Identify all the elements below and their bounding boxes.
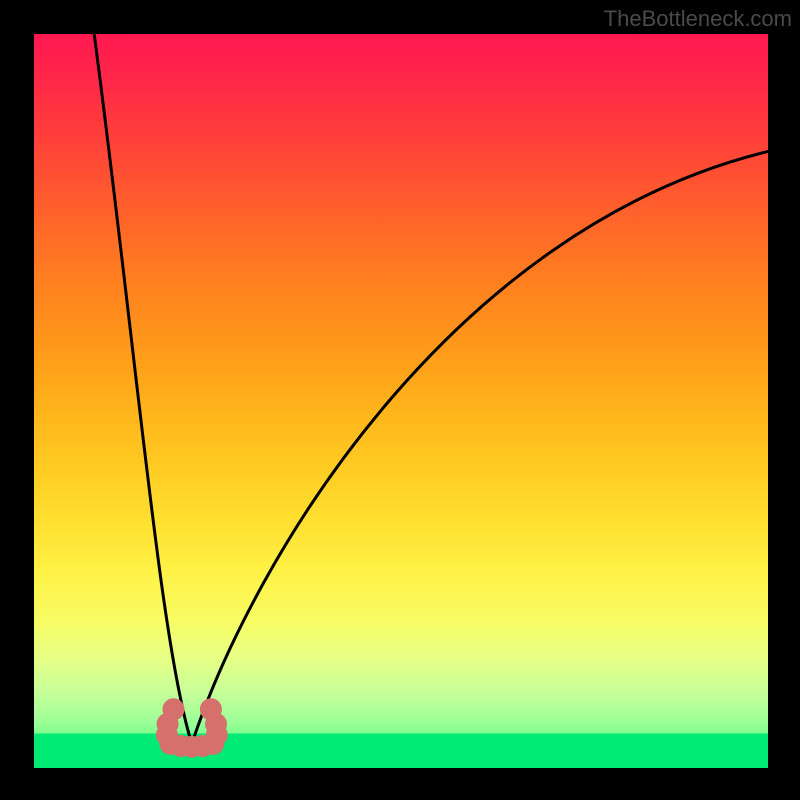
chart-container: TheBottleneck.com	[0, 0, 800, 800]
marker-point	[205, 736, 221, 752]
gradient-background	[34, 34, 768, 768]
watermark-text: TheBottleneck.com	[604, 6, 792, 32]
plot-svg	[34, 34, 768, 768]
plot-area	[34, 34, 768, 768]
green-band	[34, 734, 768, 769]
